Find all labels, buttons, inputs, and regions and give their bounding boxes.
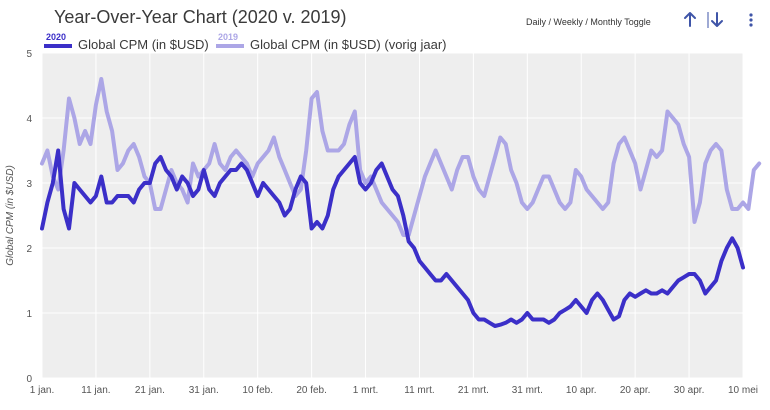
y-tick-label: 4	[26, 114, 32, 125]
x-tick-label: 10 feb.	[242, 385, 273, 396]
x-tick-label: 10 apr.	[566, 385, 597, 396]
x-tick-label: 11 mrt.	[404, 385, 434, 396]
legend-swatch-2019	[216, 44, 244, 48]
x-tick-label: 20 apr.	[620, 385, 651, 396]
legend-swatch-2020	[44, 44, 72, 48]
x-tick-label: 20 feb.	[296, 385, 327, 396]
y-tick-label: 3	[26, 179, 32, 190]
chart-title: Year-Over-Year Chart (2020 v. 2019)	[54, 7, 347, 27]
legend-label-2020: Global CPM (in $USD)	[78, 37, 209, 52]
y-axis-label: Global CPM (in $USD)	[5, 165, 16, 266]
legend-year-2019: 2019	[218, 32, 239, 42]
series-line-2019	[40, 77, 762, 237]
x-tick-label: 10 mei	[728, 385, 758, 396]
arrow-down-icon[interactable]	[706, 10, 726, 30]
y-tick-label: 1	[26, 309, 32, 320]
y-tick-label: 2	[26, 244, 32, 255]
x-tick-label: 1 mrt.	[353, 385, 379, 396]
legend-year-2020: 2020	[46, 32, 67, 42]
x-tick-label: 31 mrt.	[512, 385, 543, 396]
arrow-up-icon[interactable]	[680, 10, 700, 30]
x-tick-label: 21 mrt.	[458, 385, 489, 396]
x-tick-label: 11 jan.	[81, 385, 110, 396]
x-tick-label: 30 apr.	[674, 385, 705, 396]
y-tick-label: 5	[26, 49, 32, 60]
x-tick-label: 21 jan.	[135, 385, 165, 396]
x-tick-label: 31 jan.	[189, 385, 219, 396]
legend-label-2019: Global CPM (in $USD) (vorig jaar)	[250, 37, 447, 52]
x-tick-label: 1 jan.	[30, 385, 54, 396]
series-line-2020	[40, 148, 745, 328]
y-tick-label: 0	[26, 374, 32, 385]
period-toggle-button[interactable]: Daily / Weekly / Monthly Toggle	[526, 17, 651, 27]
more-vertical-icon[interactable]	[744, 10, 758, 30]
